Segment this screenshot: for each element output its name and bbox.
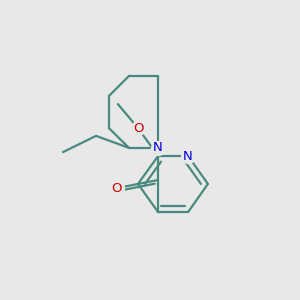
Text: O: O	[133, 122, 143, 135]
Text: N: N	[153, 141, 163, 154]
Text: O: O	[112, 182, 122, 195]
Text: N: N	[183, 149, 193, 163]
